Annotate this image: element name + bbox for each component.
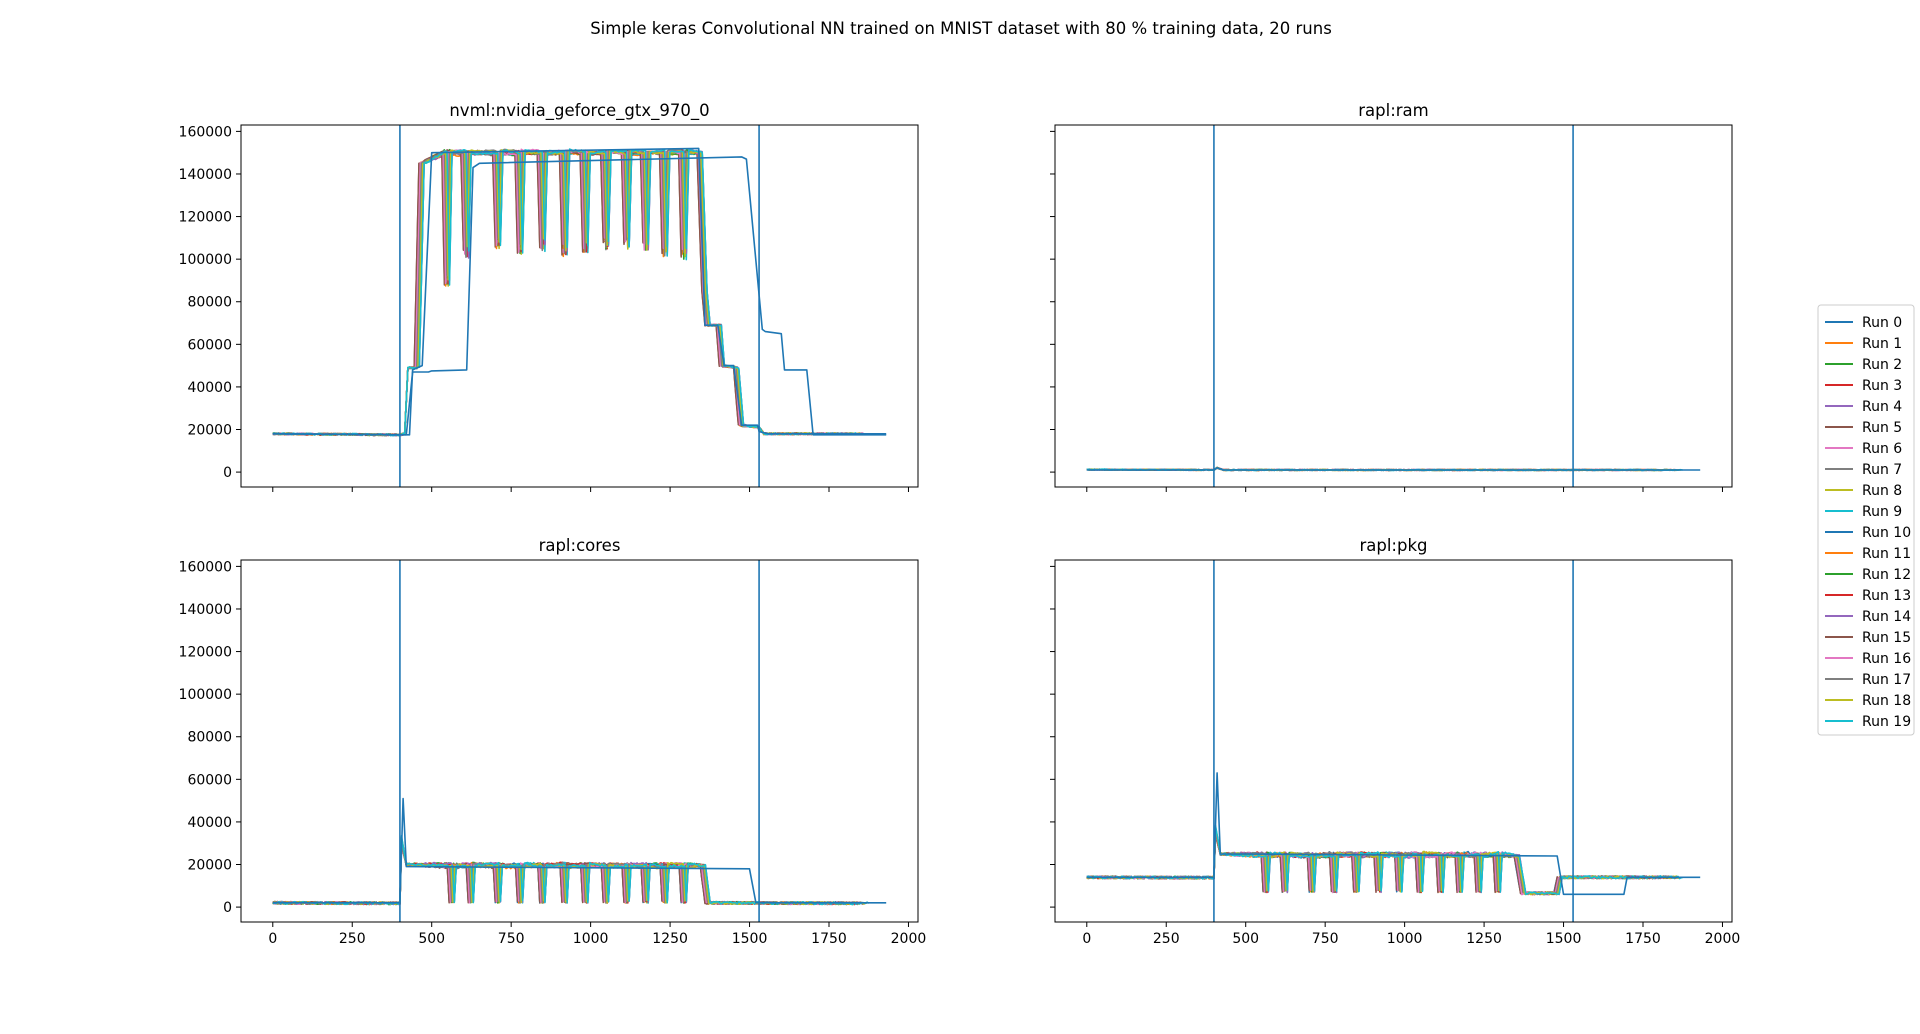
legend-label-run-18: Run 18 bbox=[1862, 693, 1911, 709]
y-tick-label: 60000 bbox=[187, 772, 232, 788]
legend-label-run-6: Run 6 bbox=[1862, 441, 1902, 457]
x-tick-label: 250 bbox=[339, 931, 366, 947]
y-tick-label: 0 bbox=[223, 465, 232, 481]
x-tick-label: 0 bbox=[268, 931, 277, 947]
x-tick-label: 0 bbox=[1082, 931, 1091, 947]
series-line-run-5 bbox=[1086, 831, 1661, 896]
legend-label-run-1: Run 1 bbox=[1862, 336, 1902, 352]
legend-label-run-11: Run 11 bbox=[1862, 546, 1911, 562]
x-tick-label: 1500 bbox=[732, 931, 768, 947]
x-tick-label: 1750 bbox=[811, 931, 847, 947]
x-tick-label: 2000 bbox=[1705, 931, 1741, 947]
series-line-run-0 bbox=[1086, 467, 1701, 471]
y-tick-label: 120000 bbox=[179, 645, 232, 661]
y-tick-label: 120000 bbox=[179, 210, 232, 226]
x-tick-label: 750 bbox=[498, 931, 525, 947]
y-tick-label: 40000 bbox=[187, 380, 232, 396]
legend-label-run-10: Run 10 bbox=[1862, 525, 1911, 541]
legend-label-run-3: Run 3 bbox=[1862, 378, 1902, 394]
x-tick-label: 1250 bbox=[1466, 931, 1502, 947]
legend: Run 0 Run 1 Run 2 Run 3 Run 4 Run 5 Run 6 Run 7… bbox=[1817, 304, 1915, 736]
subplot-1: nvml:nvidia_geforce_gtx_970_0 0 20000 40000… bbox=[179, 101, 919, 492]
series-line-run-2 bbox=[272, 150, 842, 437]
legend-label-run-5: Run 5 bbox=[1862, 420, 1902, 436]
y-tick-label: 40000 bbox=[187, 815, 232, 831]
series-line-run-19 bbox=[1086, 824, 1683, 896]
legend-label-run-0: Run 0 bbox=[1862, 315, 1902, 331]
subplot-title: rapl:cores bbox=[539, 536, 621, 555]
axes-frame bbox=[240, 559, 919, 923]
y-tick-label: 160000 bbox=[179, 124, 232, 140]
series-line-run-18 bbox=[1086, 826, 1682, 896]
subplot-grid: nvml:nvidia_geforce_gtx_970_002000040000… bbox=[179, 101, 1741, 947]
legend-label-run-16: Run 16 bbox=[1862, 651, 1911, 667]
x-tick-label: 1000 bbox=[573, 931, 609, 947]
axes-frame bbox=[1054, 124, 1733, 488]
legend-label-run-13: Run 13 bbox=[1862, 588, 1911, 604]
series-line-run-5 bbox=[272, 841, 847, 906]
x-tick-label: 1750 bbox=[1625, 931, 1661, 947]
subplot-2: rapl:ram bbox=[1050, 101, 1733, 492]
x-tick-label: 1250 bbox=[652, 931, 688, 947]
series-line-run-0 bbox=[1086, 772, 1701, 896]
series-group bbox=[272, 147, 887, 437]
subplot-title: nvml:nvidia_geforce_gtx_970_0 bbox=[449, 101, 709, 121]
series-group bbox=[1086, 466, 1701, 472]
y-tick-label: 20000 bbox=[187, 858, 232, 874]
series-group bbox=[1086, 772, 1701, 896]
series-line-run-5 bbox=[272, 149, 847, 437]
x-tick-label: 500 bbox=[1232, 931, 1259, 947]
series-line-run-19 bbox=[272, 835, 870, 906]
y-tick-label: 20000 bbox=[187, 423, 232, 439]
legend-label-run-12: Run 12 bbox=[1862, 567, 1911, 583]
series-line-run-0 bbox=[272, 797, 887, 904]
subplot-title: rapl:ram bbox=[1358, 101, 1428, 120]
y-tick-label: 140000 bbox=[179, 167, 232, 183]
legend-label-run-14: Run 14 bbox=[1862, 609, 1911, 625]
y-tick-label: 80000 bbox=[187, 295, 232, 311]
series-line-run-0 bbox=[272, 156, 887, 436]
legend-label-run-4: Run 4 bbox=[1862, 399, 1902, 415]
legend-label-run-17: Run 17 bbox=[1862, 672, 1911, 688]
y-tick-label: 100000 bbox=[179, 687, 232, 703]
series-line-run-19 bbox=[272, 148, 869, 437]
x-tick-label: 2000 bbox=[891, 931, 927, 947]
axes-frame bbox=[240, 124, 919, 488]
legend-label-run-19: Run 19 bbox=[1862, 714, 1911, 730]
legend-label-run-15: Run 15 bbox=[1862, 630, 1911, 646]
series-line-run-18 bbox=[272, 836, 868, 906]
series-line-run-3 bbox=[272, 844, 844, 906]
legend-label-run-7: Run 7 bbox=[1862, 462, 1902, 478]
y-tick-label: 160000 bbox=[179, 559, 232, 575]
series-line-run-10 bbox=[272, 147, 887, 436]
figure-title: Simple keras Convolutional NN trained on… bbox=[590, 19, 1332, 38]
axes-frame bbox=[1054, 559, 1733, 923]
x-tick-label: 750 bbox=[1312, 931, 1339, 947]
series-line-run-1 bbox=[272, 150, 841, 437]
legend-label-run-8: Run 8 bbox=[1862, 483, 1902, 499]
series-line-run-1 bbox=[1086, 834, 1655, 896]
x-tick-label: 1000 bbox=[1387, 931, 1423, 947]
x-tick-label: 250 bbox=[1153, 931, 1180, 947]
series-line-run-3 bbox=[272, 150, 844, 437]
x-tick-label: 500 bbox=[418, 931, 445, 947]
series-line-run-3 bbox=[1086, 834, 1658, 896]
y-tick-label: 80000 bbox=[187, 730, 232, 746]
legend-box bbox=[1817, 304, 1915, 736]
series-line-run-2 bbox=[1086, 833, 1657, 896]
y-tick-label: 60000 bbox=[187, 337, 232, 353]
x-tick-label: 1500 bbox=[1546, 931, 1582, 947]
y-tick-label: 140000 bbox=[179, 602, 232, 618]
series-line-run-2 bbox=[272, 843, 842, 906]
subplot-title: rapl:pkg bbox=[1359, 536, 1427, 555]
subplot-3: rapl:cores 0 250 500 750 1000 1250 1500 1750 2000… bbox=[179, 536, 927, 947]
legend-label-run-2: Run 2 bbox=[1862, 357, 1902, 373]
y-tick-label: 0 bbox=[223, 900, 232, 916]
legend-label-run-9: Run 9 bbox=[1862, 504, 1902, 520]
y-tick-label: 100000 bbox=[179, 252, 232, 268]
series-group bbox=[272, 797, 887, 906]
subplot-4: rapl:pkg 0 250 500 750 1000 1250 1500 1750 2000 bbox=[1050, 536, 1740, 947]
series-line-run-18 bbox=[272, 149, 868, 437]
